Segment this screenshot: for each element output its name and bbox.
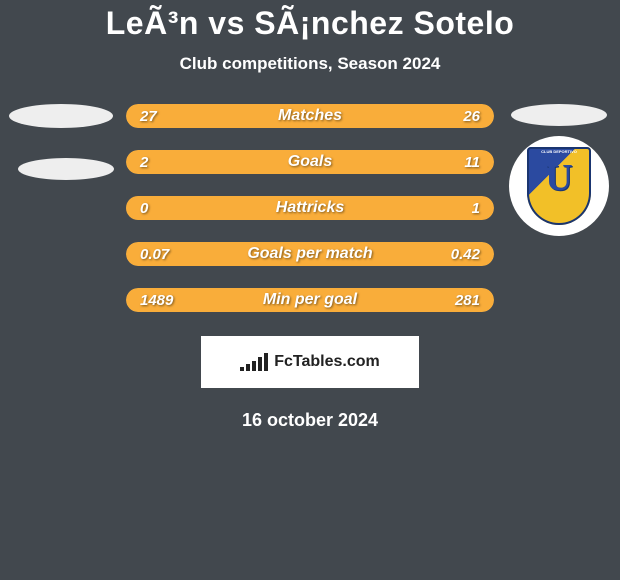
club-badge-top-text: CLUB DEPORTIVO <box>541 150 577 154</box>
footer-brand-box: FcTables.com <box>201 336 419 388</box>
stat-label: Matches <box>278 107 342 125</box>
infographic-container: LeÃ³n vs SÃ¡nchez Sotelo Club competitio… <box>0 0 620 431</box>
club-badge-shield: CLUB DEPORTIVO U <box>527 147 591 225</box>
stat-label: Goals <box>288 153 332 171</box>
subtitle: Club competitions, Season 2024 <box>0 54 620 74</box>
stat-value-left: 1489 <box>140 292 173 309</box>
stat-value-right: 26 <box>463 108 480 125</box>
right-player-avatar-placeholder <box>511 104 607 126</box>
stat-row-matches: 27 Matches 26 <box>126 104 494 128</box>
left-player-avatar-placeholder <box>9 104 113 128</box>
stat-label: Hattricks <box>276 199 344 217</box>
left-club-placeholder <box>18 158 114 180</box>
stat-row-hattricks: 0 Hattricks 1 <box>126 196 494 220</box>
right-club-badge: CLUB DEPORTIVO U <box>509 136 609 236</box>
stats-area: 27 Matches 26 2 Goals 11 0 Hattricks 1 <box>0 104 620 312</box>
club-badge-letter: U <box>545 156 572 200</box>
footer-brand-text: FcTables.com <box>274 353 380 371</box>
stat-bar-right <box>181 150 494 174</box>
left-avatar-column <box>8 104 114 312</box>
stat-label: Goals per match <box>247 245 372 263</box>
stat-value-left: 0 <box>140 200 148 217</box>
stat-row-min-per-goal: 1489 Min per goal 281 <box>126 288 494 312</box>
fctables-logo-icon <box>240 353 268 371</box>
stat-value-right: 1 <box>472 200 480 217</box>
stat-value-right: 281 <box>455 292 480 309</box>
date-text: 16 october 2024 <box>0 410 620 431</box>
stat-label: Min per goal <box>263 291 357 309</box>
stat-bars-column: 27 Matches 26 2 Goals 11 0 Hattricks 1 <box>126 104 494 312</box>
stat-value-left: 27 <box>140 108 157 125</box>
stat-value-right: 11 <box>464 154 480 171</box>
stat-row-goals-per-match: 0.07 Goals per match 0.42 <box>126 242 494 266</box>
stat-bar-left <box>126 150 181 174</box>
stat-row-goals: 2 Goals 11 <box>126 150 494 174</box>
stat-value-left: 0.07 <box>140 246 169 263</box>
right-avatar-column: CLUB DEPORTIVO U <box>506 104 612 312</box>
page-title: LeÃ³n vs SÃ¡nchez Sotelo <box>0 5 620 42</box>
stat-value-right: 0.42 <box>451 246 480 263</box>
stat-value-left: 2 <box>140 154 148 171</box>
